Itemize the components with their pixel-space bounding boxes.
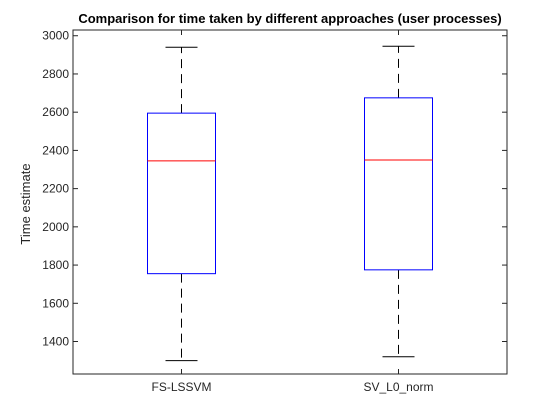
y-tick-label: 3000 bbox=[42, 29, 69, 43]
plot-area: 1400 1600 1800 2000 2200 2400 2600 2800 3000 FS-L… bbox=[42, 29, 508, 394]
x-tick-label: FS-LSSVM bbox=[151, 380, 211, 394]
box-iqr bbox=[364, 97, 433, 271]
x-tick-label: SV_L0_norm bbox=[363, 380, 433, 394]
y-tick-label: 1400 bbox=[42, 335, 69, 349]
box-iqr bbox=[147, 112, 216, 275]
y-tick-label: 2600 bbox=[42, 105, 69, 119]
y-tick-label: 1600 bbox=[42, 296, 69, 310]
y-axis-label: Time estimate bbox=[18, 163, 33, 244]
y-tick-label: 2800 bbox=[42, 67, 69, 81]
axes-frame bbox=[72, 29, 508, 375]
y-tick-label: 2400 bbox=[42, 143, 69, 157]
y-tick-label: 1800 bbox=[42, 258, 69, 272]
chart-title: Comparison for time taken by different a… bbox=[78, 11, 501, 26]
y-tick-label: 2200 bbox=[42, 182, 69, 196]
y-tick-label: 2000 bbox=[42, 220, 69, 234]
